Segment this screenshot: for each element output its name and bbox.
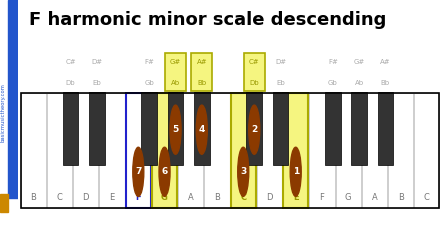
Bar	[21, 93, 46, 208]
Bar	[231, 93, 256, 208]
Bar	[152, 93, 177, 208]
Bar	[178, 93, 203, 208]
Text: G: G	[345, 193, 352, 202]
Text: G#: G#	[354, 59, 365, 65]
Text: C: C	[57, 193, 62, 202]
Text: B: B	[398, 193, 403, 202]
Circle shape	[159, 147, 170, 196]
Bar	[378, 92, 393, 165]
Text: E: E	[110, 193, 115, 202]
Text: A: A	[188, 193, 194, 202]
Bar	[168, 92, 183, 165]
Text: 4: 4	[198, 125, 205, 134]
Bar	[309, 93, 334, 208]
Text: 5: 5	[172, 125, 179, 134]
Text: Eb: Eb	[92, 80, 101, 86]
Text: D#: D#	[275, 59, 286, 65]
Text: Db: Db	[249, 80, 259, 86]
Circle shape	[290, 147, 301, 196]
Text: C: C	[424, 193, 430, 202]
Text: G#: G#	[170, 59, 181, 65]
Circle shape	[238, 147, 249, 196]
Bar	[47, 93, 72, 208]
Bar	[194, 92, 209, 165]
Bar	[351, 92, 367, 165]
Text: B: B	[30, 193, 36, 202]
Text: D#: D#	[91, 59, 103, 65]
Bar	[388, 93, 413, 208]
Text: G: G	[161, 193, 168, 202]
Text: 7: 7	[135, 167, 142, 176]
Bar	[336, 93, 361, 208]
Text: B: B	[214, 193, 220, 202]
Text: A#: A#	[197, 59, 207, 65]
Text: D: D	[83, 193, 89, 202]
Bar	[89, 92, 105, 165]
Text: A: A	[371, 193, 377, 202]
Text: F#: F#	[328, 59, 338, 65]
Text: basicmusictheory.com: basicmusictheory.com	[1, 83, 6, 142]
Bar	[73, 93, 99, 208]
Bar	[63, 92, 78, 165]
Text: A#: A#	[380, 59, 391, 65]
Text: 6: 6	[161, 167, 168, 176]
FancyBboxPatch shape	[165, 53, 186, 91]
Circle shape	[170, 105, 181, 154]
Text: C#: C#	[249, 59, 260, 65]
Text: E: E	[293, 193, 298, 202]
Bar	[362, 93, 387, 208]
Text: F: F	[136, 193, 141, 202]
Bar	[414, 93, 440, 208]
Text: Gb: Gb	[328, 80, 338, 86]
Bar	[325, 92, 341, 165]
Bar	[205, 93, 230, 208]
Text: Bb: Bb	[197, 80, 206, 86]
Text: Ab: Ab	[355, 80, 364, 86]
Bar	[8, 0, 18, 198]
Text: D: D	[266, 193, 273, 202]
Text: F: F	[319, 193, 324, 202]
Bar	[99, 93, 125, 208]
Circle shape	[133, 147, 144, 196]
Text: 3: 3	[240, 167, 246, 176]
Bar	[126, 93, 151, 208]
Text: Eb: Eb	[276, 80, 285, 86]
Circle shape	[196, 105, 207, 154]
FancyBboxPatch shape	[244, 53, 265, 91]
Text: Db: Db	[66, 80, 75, 86]
Bar	[246, 92, 262, 165]
Text: C: C	[240, 193, 246, 202]
Text: 2: 2	[251, 125, 257, 134]
Text: F harmonic minor scale descending: F harmonic minor scale descending	[29, 11, 386, 29]
Text: Ab: Ab	[171, 80, 180, 86]
FancyBboxPatch shape	[191, 53, 212, 91]
Bar	[257, 93, 282, 208]
Text: 1: 1	[293, 167, 299, 176]
Bar	[141, 92, 157, 165]
Bar	[283, 93, 308, 208]
Bar	[273, 92, 288, 165]
Text: Bb: Bb	[381, 80, 390, 86]
Bar	[0, 194, 7, 212]
Circle shape	[249, 105, 260, 154]
Text: Gb: Gb	[144, 80, 154, 86]
Text: F#: F#	[144, 59, 154, 65]
Text: C#: C#	[65, 59, 76, 65]
